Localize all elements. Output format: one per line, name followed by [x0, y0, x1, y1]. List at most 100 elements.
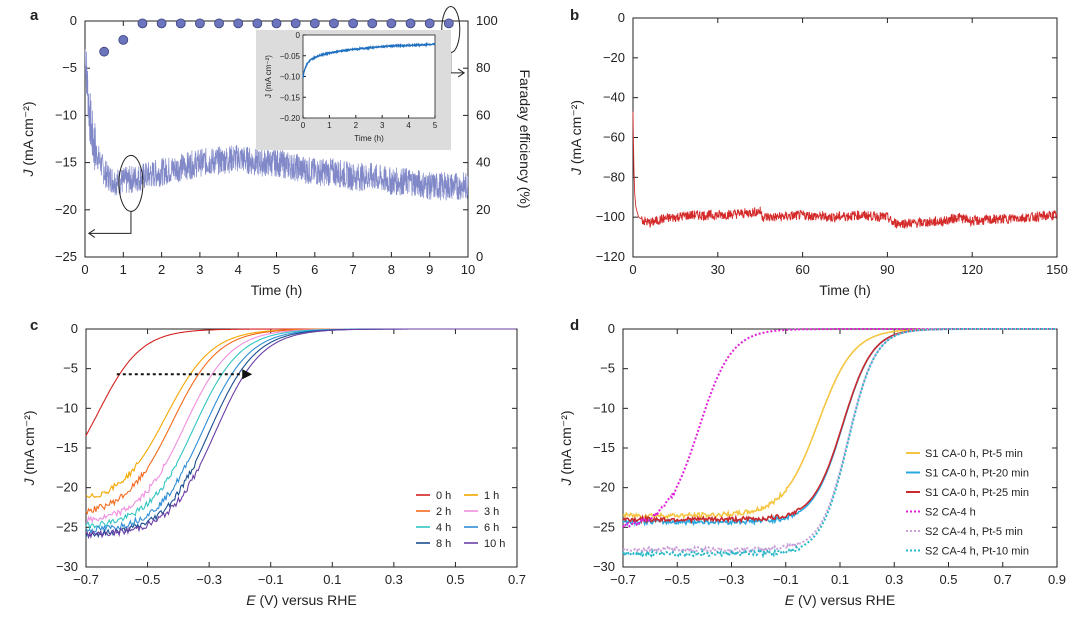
lsv-curve-0h — [85, 328, 516, 436]
y-axis-label-symbol: J — [20, 169, 36, 178]
x-tick-label: 0 — [629, 262, 636, 277]
panel-letter-b: b — [570, 7, 579, 24]
y-tick-label: −5 — [63, 361, 78, 376]
annotation-arrow-left — [88, 211, 132, 234]
inset-x-axis-label: Time (h) — [354, 134, 384, 143]
x-axis-label: Time (h) — [251, 282, 303, 298]
legend-label: 0 h — [436, 490, 451, 502]
x-tick-label: 5 — [273, 262, 280, 277]
fe-marker — [386, 18, 397, 29]
inset-y-axis-label: J (mA cm⁻²) — [264, 55, 273, 98]
y-tick-label: −10 — [56, 400, 78, 415]
x-tick-label: 0.3 — [885, 572, 903, 587]
y-tick-label: −5 — [600, 361, 615, 376]
inset-chart: 0 1 2 3 4 5 0 −0.05 −0.10 −0.15 −0.20 Time (h) J (mA… — [256, 30, 451, 150]
x-tick-label: 60 — [795, 262, 809, 277]
fe-marker — [424, 18, 435, 29]
lsv-curve-8h — [85, 328, 516, 539]
x-tick-label: 2 — [158, 262, 165, 277]
fe-marker — [156, 18, 167, 29]
lsv-curve-4h — [85, 328, 516, 531]
x-tick-label: 9 — [426, 262, 433, 277]
x-tick-label: 0.1 — [831, 572, 849, 587]
x-tick-label: 90 — [880, 262, 894, 277]
y-axis-label: J (mA cm⁻²) — [21, 410, 37, 486]
x-tick-label: 150 — [1046, 262, 1068, 277]
y-tick-label: 0 — [70, 13, 77, 28]
x-tick-label: −0.3 — [196, 572, 222, 587]
inset-x-tick-label: 4 — [406, 121, 411, 130]
fe-marker — [233, 18, 244, 29]
y-tick-label: 0 — [618, 10, 625, 25]
legend-label: 1 h — [484, 490, 499, 502]
x-tick-label: 0.5 — [939, 572, 957, 587]
fe-marker — [175, 18, 186, 29]
y-tick-label: −15 — [56, 440, 78, 455]
y-axis-label: J (mA cm⁻²) — [558, 410, 574, 486]
y-tick-label: −15 — [55, 155, 77, 170]
legend-label: 4 h — [436, 522, 451, 534]
x-tick-label: 30 — [711, 262, 725, 277]
inset-y-tick-label: −0.10 — [280, 73, 301, 82]
y-tick-label: −40 — [603, 90, 625, 105]
legend-label: 8 h — [436, 538, 451, 550]
fe-marker — [290, 18, 301, 29]
y-tick-label: −20 — [593, 480, 615, 495]
x-tick-label: −0.7 — [610, 572, 636, 587]
inset-y-tick-label: −0.15 — [280, 93, 301, 102]
legend-label: S1 CA-0 h, Pt-20 min — [925, 468, 1029, 480]
inset-x-tick-label: 0 — [301, 121, 306, 130]
x-tick-label: −0.7 — [73, 572, 99, 587]
legend-label: 3 h — [484, 506, 499, 518]
y2-axis-label: Faraday efficiency (%) — [517, 69, 533, 208]
x-axis-label: E (V) versus RHE — [246, 592, 356, 608]
y-tick-label: 0 — [608, 321, 615, 336]
x-tick-label: −0.5 — [135, 572, 161, 587]
y-axis-label: J (mA cm⁻²) — [568, 100, 584, 176]
x-tick-label: 0.5 — [446, 572, 464, 587]
legend-label: S1 CA-0 h, Pt-25 min — [925, 487, 1029, 499]
y-tick-label: −10 — [593, 400, 615, 415]
y2-tick-label: 60 — [476, 107, 490, 122]
y2-tick-label: 20 — [476, 202, 490, 217]
y-tick-label: −80 — [603, 169, 625, 184]
fe-marker — [137, 18, 148, 29]
fe-marker — [367, 18, 378, 29]
y-tick-label: −120 — [596, 249, 625, 264]
fe-marker — [252, 18, 263, 29]
legend: 0 h 1 h 2 h 3 h 4 h 6 h 8 h 10 h — [416, 490, 505, 550]
y-tick-label: −15 — [593, 440, 615, 455]
x-tick-label: 4 — [235, 262, 242, 277]
fe-marker — [329, 18, 339, 29]
annotation-arrow-right — [450, 52, 465, 74]
panel-letter-c: c — [30, 317, 38, 334]
chart-panel-d: −0.7 −0.5 −0.3 −0.1 0.1 0.3 0.5 0.7 0.9 0 −5 −10 −15… — [558, 321, 1066, 608]
current-trace — [632, 111, 1058, 230]
inset-x-tick-label: 2 — [354, 121, 359, 130]
legend: S1 CA-0 h, Pt-5 min S1 CA-0 h, Pt-20 min S… — [906, 448, 1029, 558]
y-tick-label: −5 — [62, 60, 77, 75]
legend-label: S2 CA-4 h, Pt-10 min — [925, 546, 1029, 558]
x-tick-label: 6 — [311, 262, 318, 277]
plot-frame — [85, 328, 518, 568]
inset-trace — [302, 41, 436, 79]
y-tick-label: −30 — [56, 559, 78, 574]
chart-panel-c: −0.7 −0.5 −0.3 −0.1 0.1 0.3 0.5 0.7 0 −5 −10 −15 −20… — [21, 321, 526, 608]
inset-x-tick-label: 5 — [433, 121, 438, 130]
x-tick-label: 0 — [81, 262, 88, 277]
legend-label: 6 h — [484, 522, 499, 534]
chart-panel-b: 0 30 60 90 120 150 0 −20 −40 −60 −80 −100 −120 Time (… — [568, 10, 1068, 298]
fe-marker — [118, 34, 129, 45]
y-axis-label-symbol: J — [558, 478, 574, 487]
y-tick-label: −100 — [596, 209, 625, 224]
annotation-arrowhead-left — [87, 228, 96, 238]
y-tick-label: −20 — [56, 480, 78, 495]
x-tick-label: 3 — [196, 262, 203, 277]
y-tick-label: −30 — [593, 559, 615, 574]
fe-marker — [99, 46, 110, 57]
y-tick-label: −20 — [603, 50, 625, 65]
fe-marker — [348, 18, 359, 29]
x-tick-label: −0.1 — [773, 572, 799, 587]
